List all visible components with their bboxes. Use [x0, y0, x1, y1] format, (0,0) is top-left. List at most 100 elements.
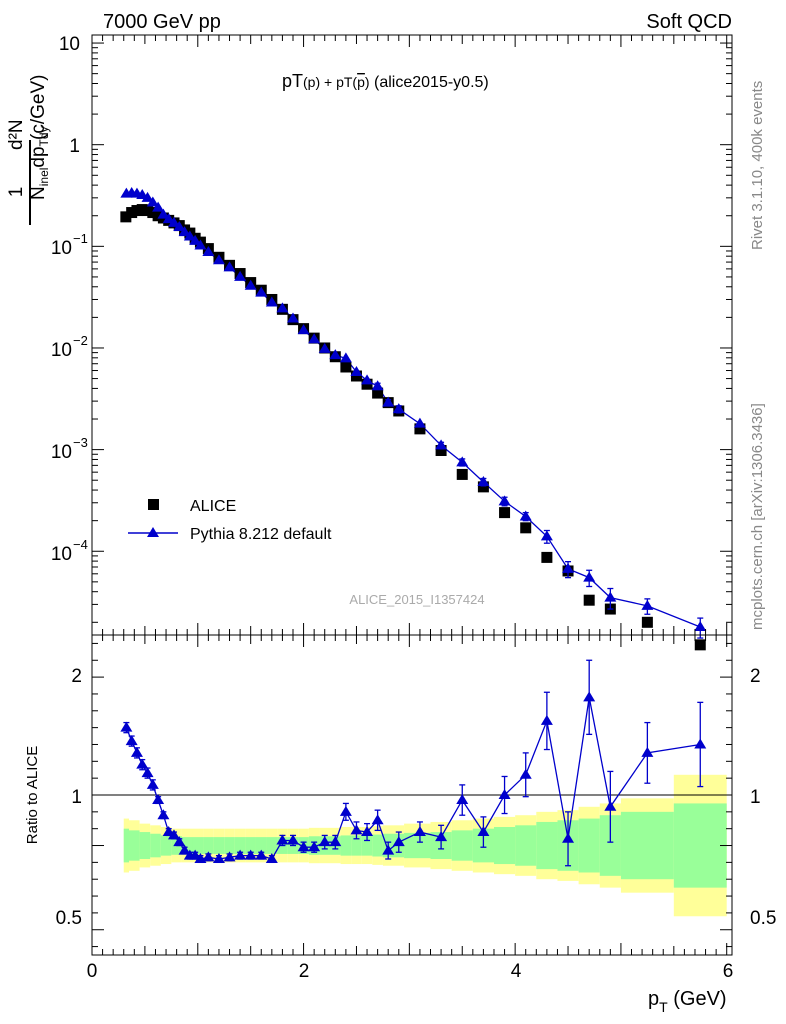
- mc-point: [641, 599, 654, 610]
- main-ticks: [91, 35, 732, 635]
- ratio-point: [413, 826, 426, 837]
- ratio-point: [212, 853, 225, 863]
- mc-point: [286, 312, 299, 323]
- ratio-ylabel: Ratio to ALICE: [24, 746, 41, 844]
- data-point: [541, 551, 553, 563]
- mc-point: [339, 352, 352, 363]
- data-point: [694, 639, 706, 651]
- ytick-label-0.01: 10: [51, 340, 72, 361]
- legend-data-marker: [148, 499, 159, 510]
- xlabel: pT (GeV): [648, 988, 727, 1015]
- stat-uncertainty-band: [224, 837, 235, 854]
- stat-uncertainty-band: [160, 835, 172, 856]
- ytick-exp-0.01: −2: [73, 333, 88, 348]
- ratio-point: [641, 746, 654, 757]
- main-title: pT(p) + pT(p) (alice2015-y0.5): [282, 71, 489, 91]
- ratio-point: [297, 841, 310, 852]
- ylabel-unit: (c/GeV): [28, 75, 49, 140]
- ratio-point: [120, 721, 133, 732]
- ratio-point: [498, 789, 511, 799]
- mc-point: [173, 220, 186, 231]
- xtick-label-6: 6: [723, 961, 734, 982]
- ratio-point: [146, 778, 159, 789]
- ytick-exp-0.001: −3: [73, 435, 88, 450]
- mc-point: [498, 495, 511, 506]
- ratio-point: [223, 851, 236, 862]
- ylabel-numerator: d²N: [6, 119, 27, 150]
- mc-point: [194, 239, 207, 250]
- stat-uncertainty-band: [192, 837, 204, 854]
- ytick-label-10: 10: [59, 34, 80, 55]
- ytick-label-0.001: 10: [51, 442, 72, 463]
- data-point: [340, 361, 352, 373]
- mc-point: [146, 196, 159, 207]
- data-point: [120, 211, 132, 223]
- stat-uncertainty-band: [361, 835, 373, 856]
- stat-uncertainty-band: [404, 832, 431, 859]
- main-frame: [91, 34, 733, 636]
- ratio-panel: 2 1 0.5 2 1 0.5 Ratio to ALICE 0 2 4 6 p…: [24, 634, 776, 1015]
- ratio-point: [318, 836, 331, 847]
- header-right: Soft QCD: [646, 11, 732, 33]
- mc-line: [126, 192, 701, 628]
- stat-uncertainty-band: [150, 833, 161, 858]
- mc-point: [141, 191, 154, 202]
- mc-point: [189, 234, 202, 245]
- mc-point: [519, 510, 532, 521]
- ratio-point: [519, 768, 532, 779]
- mc-point: [456, 456, 469, 467]
- ratio-point: [234, 849, 247, 860]
- ratio-point: [136, 758, 149, 769]
- ratio-point: [141, 767, 154, 778]
- mc-point: [255, 286, 268, 297]
- mc-point: [183, 230, 196, 241]
- ratio-point: [371, 814, 384, 825]
- mc-point: [152, 201, 165, 212]
- xtick-label-2: 2: [299, 961, 310, 982]
- stat-uncertainty-band: [129, 830, 140, 861]
- ratio-point: [435, 831, 448, 842]
- data-point: [520, 522, 532, 534]
- mc-point: [361, 374, 374, 385]
- legend-mc-marker: [147, 527, 159, 537]
- stat-uncertainty-band: [139, 832, 151, 859]
- legend-mc-label: Pythia 8.212 default: [190, 526, 332, 543]
- ratio-point: [130, 746, 143, 757]
- ratio-point: [286, 834, 299, 845]
- ytick-label-0.0001: 10: [51, 544, 72, 565]
- mc-point: [308, 333, 321, 344]
- mc-point: [540, 530, 553, 541]
- data-point: [477, 481, 489, 493]
- stat-uncertainty-band: [515, 825, 537, 866]
- ylabel-one: 1: [6, 187, 27, 198]
- mc-point: [371, 380, 384, 391]
- mc-point: [392, 403, 405, 414]
- ytick-label-1: 1: [69, 136, 80, 157]
- stat-uncertainty-band: [340, 835, 352, 856]
- stat-uncertainty-band: [203, 837, 214, 854]
- stat-uncertainty-band: [599, 815, 621, 876]
- ratio-point: [540, 714, 553, 725]
- ratio-point: [152, 794, 165, 805]
- stat-uncertainty-band: [493, 827, 516, 865]
- mc-point: [157, 208, 170, 219]
- stat-uncertainty-band: [451, 830, 473, 861]
- ratio-point: [361, 826, 374, 837]
- stat-uncertainty-band: [255, 837, 267, 854]
- ytick-exp-0.1: −1: [73, 231, 88, 246]
- mc-point: [167, 216, 180, 227]
- ratio-point: [477, 826, 490, 837]
- ratio-point: [350, 824, 363, 835]
- stat-uncertainty-band: [372, 834, 383, 857]
- data-point: [372, 387, 384, 399]
- ratio-ytick-2-left: 2: [71, 666, 82, 687]
- mc-point: [583, 571, 596, 582]
- ratio-point: [157, 809, 170, 820]
- ratio-point: [167, 829, 180, 840]
- xtick-label-4: 4: [511, 961, 522, 982]
- stat-uncertainty-band: [123, 828, 130, 863]
- ratio-point: [694, 738, 707, 749]
- rivet-label: Rivet 3.1.10, 400k events: [749, 81, 766, 250]
- ratio-point: [125, 735, 138, 746]
- mcplots-label: mcplots.cern.ch [arXiv:1306.3436]: [749, 403, 766, 630]
